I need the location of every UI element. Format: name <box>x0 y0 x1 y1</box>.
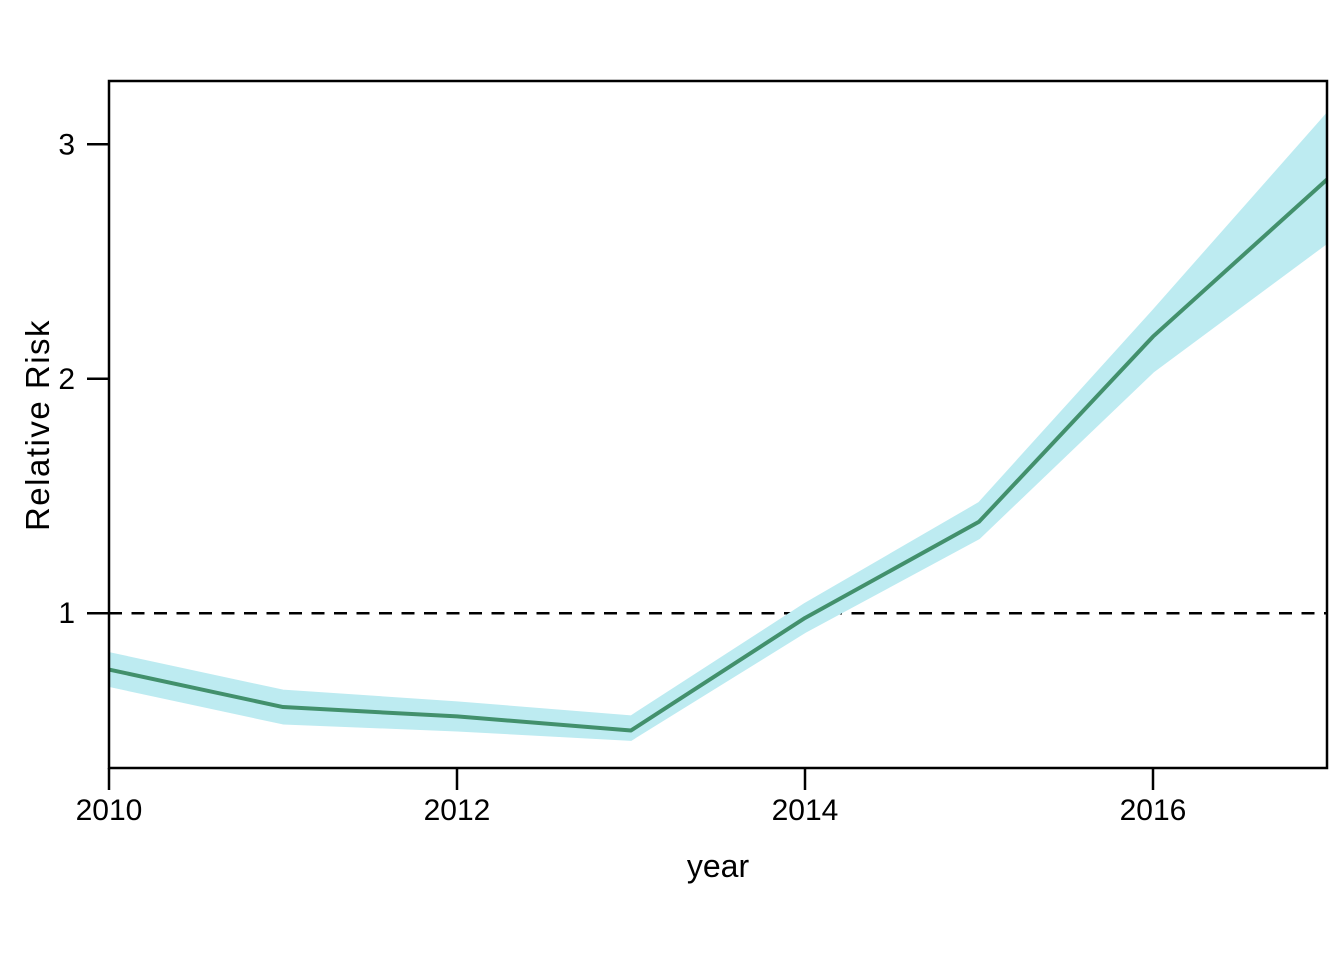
x-tick-label: 2010 <box>76 794 143 827</box>
x-tick-label: 2016 <box>1120 794 1187 827</box>
plot-border <box>107 79 1329 770</box>
y-tick-label: 3 <box>58 128 75 161</box>
y-tick-label: 2 <box>58 363 75 396</box>
x-tick-label: 2014 <box>772 794 839 827</box>
y-tick-label: 1 <box>58 597 75 630</box>
risk-line <box>108 177 1329 733</box>
y-axis-title: Relative Risk <box>19 318 56 532</box>
x-axis-title: year <box>686 848 750 884</box>
x-tick-label: 2012 <box>424 794 491 827</box>
confidence-band <box>108 112 1328 741</box>
